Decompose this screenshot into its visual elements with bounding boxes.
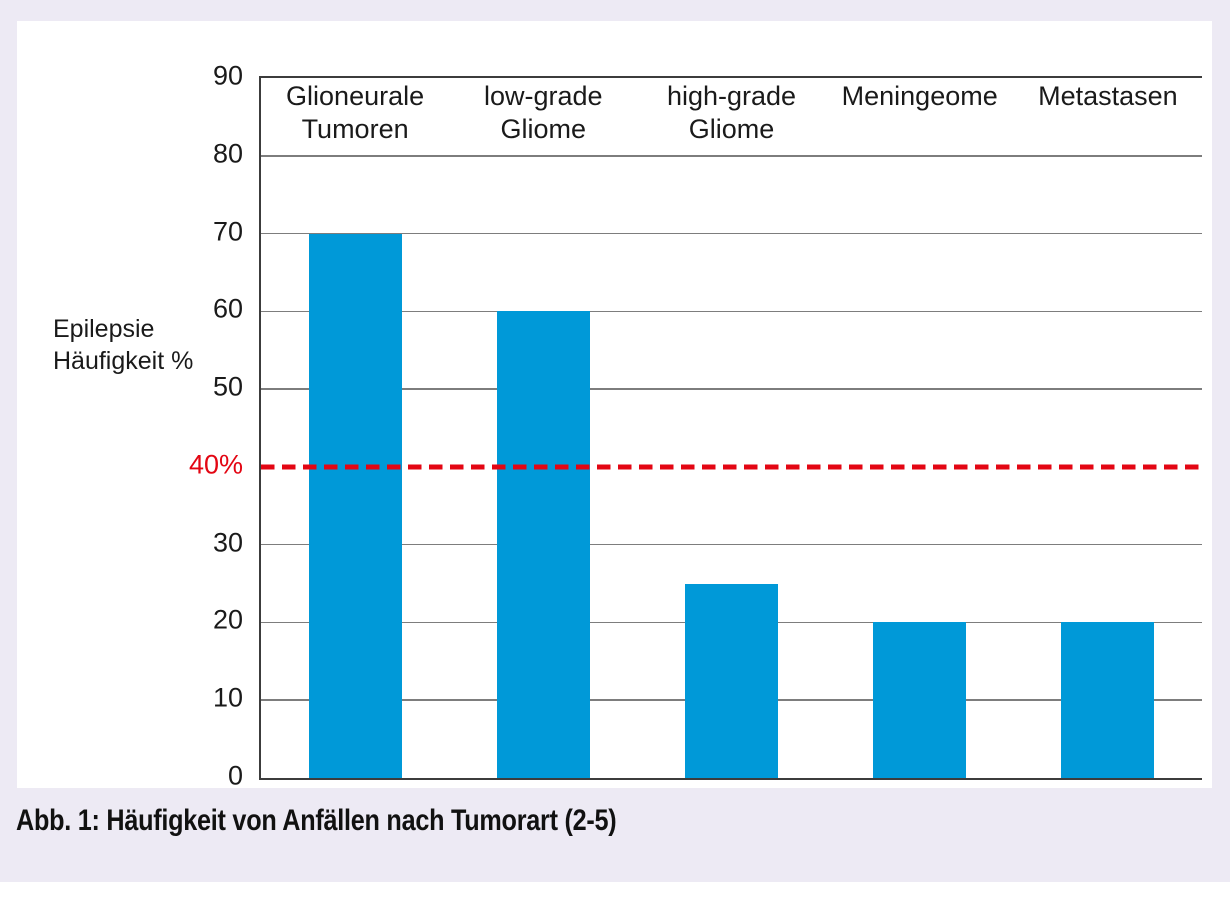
gridline-30 bbox=[261, 543, 1202, 546]
chart-panel: Epilepsie Häufigkeit % 0 10 20 30 40% 50 60 70 8… bbox=[17, 21, 1212, 789]
figure-background: Epilepsie Häufigkeit % 0 10 20 30 40% 50 60 70 8… bbox=[0, 0, 1230, 882]
gridline-70 bbox=[261, 232, 1202, 235]
y-tick-label-10: 10 bbox=[212, 682, 243, 713]
y-tick-label-20: 20 bbox=[212, 604, 243, 635]
y-axis-label: Epilepsie Häufigkeit % bbox=[53, 315, 194, 375]
gridline-60 bbox=[261, 310, 1202, 313]
gridline-80 bbox=[261, 154, 1202, 157]
y-tick-label-50: 50 bbox=[212, 371, 243, 402]
bar-meningeome bbox=[873, 622, 967, 778]
gridline-50 bbox=[261, 388, 1202, 390]
category-label-meningeome: Meningeome bbox=[841, 81, 998, 111]
category-label-glioneurale-tumoren: Glioneurale Tumoren bbox=[286, 81, 425, 144]
y-tick-label-60: 60 bbox=[212, 293, 243, 324]
y-tick-label-90: 90 bbox=[212, 60, 243, 91]
reference-line bbox=[261, 464, 1202, 470]
bar-low-grade-gliome bbox=[496, 311, 590, 778]
y-tick-label-0: 0 bbox=[227, 760, 243, 791]
reference-value-label: 40% bbox=[188, 449, 243, 480]
bar-glioneurale-tumoren bbox=[308, 233, 402, 778]
y-axis-tick-labels: 0 10 20 30 40% 50 60 70 80 90 bbox=[17, 62, 243, 789]
y-tick-label-70: 70 bbox=[212, 216, 243, 247]
plot-area: Glioneurale Tumoren low-grade Gliome high-… bbox=[259, 76, 1202, 780]
category-label-metastasen: Metastasen bbox=[1038, 81, 1178, 111]
bar-metastasen bbox=[1061, 622, 1155, 778]
y-tick-label-80: 80 bbox=[212, 138, 243, 169]
figure-caption: Abb. 1: Häufigkeit von Anfällen nach Tum… bbox=[16, 804, 617, 837]
y-tick-label-30: 30 bbox=[212, 527, 243, 558]
category-label-high-grade-gliome: high-grade Gliome bbox=[666, 81, 797, 144]
category-label-low-grade-gliome: low-grade Gliome bbox=[484, 81, 603, 144]
bar-high-grade-gliome bbox=[685, 583, 778, 778]
